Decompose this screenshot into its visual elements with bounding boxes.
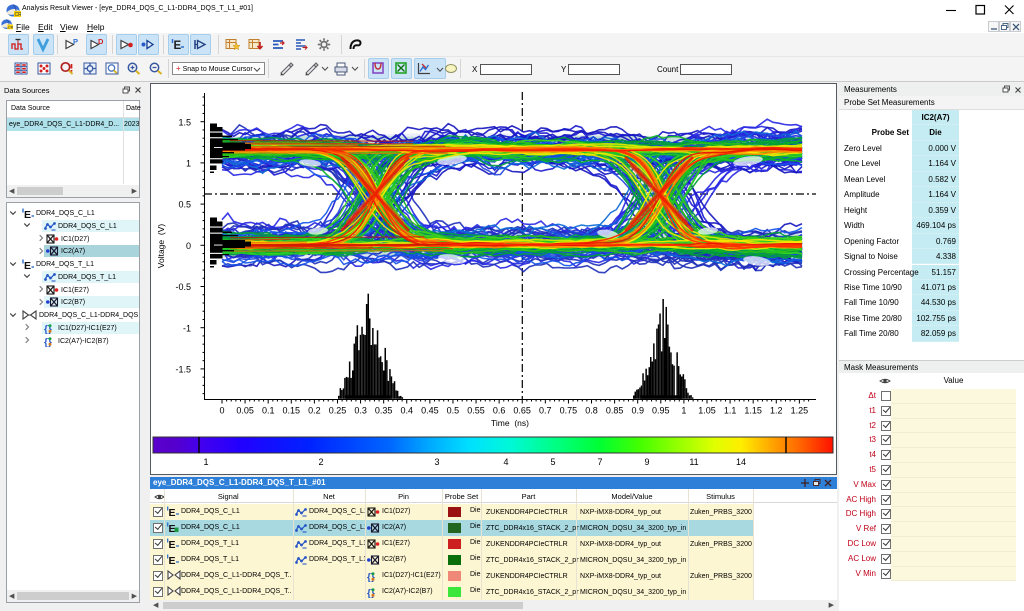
svg-text:0: 0 [186,241,191,251]
svg-text:1.05: 1.05 [698,406,716,416]
svg-text:0.35: 0.35 [375,406,393,416]
svg-text:7: 7 [597,457,602,467]
svg-text:E: E [169,555,176,565]
svg-text:5: 5 [550,457,555,467]
svg-text:14: 14 [736,457,746,467]
svg-text:E: E [174,40,182,52]
svg-text:4: 4 [503,457,508,467]
svg-text:0.05: 0.05 [236,406,254,416]
svg-text:{}: {} [44,324,52,334]
svg-text:0.55: 0.55 [467,406,485,416]
svg-text:0.3: 0.3 [354,406,367,416]
svg-text:0.8: 0.8 [585,406,598,416]
svg-text:0.1: 0.1 [262,406,275,416]
svg-text:2: 2 [318,457,323,467]
svg-text:1.15: 1.15 [744,406,762,416]
svg-text:1: 1 [186,159,191,169]
svg-text:11: 11 [689,457,698,467]
svg-text:0.25: 0.25 [329,406,347,416]
svg-text:0.7: 0.7 [539,406,552,416]
svg-text:E: E [169,507,176,517]
svg-text:E: E [169,523,176,533]
svg-text:E: E [169,539,176,549]
svg-text:0.9: 0.9 [631,406,644,416]
svg-text:D: D [98,37,104,46]
svg-text:0.75: 0.75 [560,406,578,416]
svg-text:0: 0 [219,406,224,416]
svg-text:E: E [24,260,31,270]
svg-text:0.4: 0.4 [401,406,414,416]
svg-text:1: 1 [203,457,208,467]
svg-text:1.1: 1.1 [724,406,737,416]
svg-text:0.2: 0.2 [308,406,321,416]
svg-text:0.65: 0.65 [513,406,531,416]
svg-text:1.2: 1.2 [770,406,783,416]
svg-text:CR: CR [8,25,13,30]
svg-text:0.85: 0.85 [606,406,624,416]
svg-text:1.5: 1.5 [178,117,191,127]
svg-text:{}: {} [367,589,375,599]
svg-text:Voltage (V): Voltage (V) [156,224,166,269]
svg-text:0.95: 0.95 [652,406,670,416]
svg-text:CR: CR [15,12,22,17]
svg-text:1.25: 1.25 [791,406,809,416]
svg-text:0.5: 0.5 [178,200,191,210]
svg-text:{}: {} [44,337,52,347]
svg-text:0.5: 0.5 [447,406,460,416]
svg-text:-1.5: -1.5 [175,365,191,375]
svg-text:0.45: 0.45 [421,406,439,416]
svg-text:Time (ns): Time (ns) [491,418,529,428]
svg-text:{}: {} [367,573,375,583]
svg-text:E: E [24,209,31,219]
svg-text:-1: -1 [183,323,191,333]
svg-text:-0.5: -0.5 [175,282,191,292]
svg-text:9: 9 [644,457,649,467]
svg-text:P: P [73,37,78,46]
svg-text:0.6: 0.6 [493,406,506,416]
svg-text:3: 3 [434,457,439,467]
svg-text:1: 1 [681,406,686,416]
svg-text:0.15: 0.15 [283,406,301,416]
